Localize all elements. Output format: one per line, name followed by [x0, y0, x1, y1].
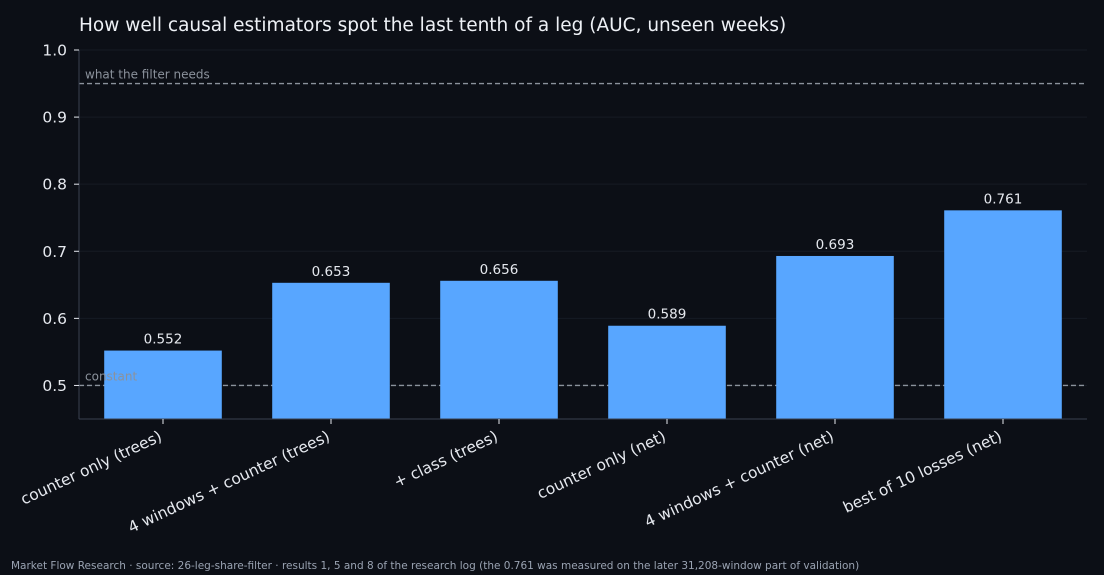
x-tick-label: + class (trees)	[391, 427, 501, 491]
y-tick-label: 0.9	[42, 109, 67, 127]
x-tick-label: best of 10 losses (net)	[840, 427, 1004, 516]
bar-value-label: 0.589	[648, 307, 687, 323]
reference-line-label: what the filter needs	[85, 68, 210, 82]
bar-value-label: 0.653	[312, 264, 351, 280]
bar-value-label: 0.693	[816, 237, 855, 253]
y-tick-label: 1.0	[42, 42, 67, 60]
y-tick-label: 0.7	[42, 243, 67, 261]
bars	[104, 210, 1062, 419]
x-tick-label: 4 windows + counter (net)	[642, 427, 837, 531]
bar	[944, 210, 1062, 419]
y-tick-label: 0.8	[42, 176, 67, 194]
y-tick-label: 0.6	[42, 310, 67, 328]
grid-lines	[79, 49, 1087, 386]
x-tick-label: counter only (trees)	[18, 427, 165, 508]
x-tick-label: counter only (net)	[534, 427, 668, 502]
bar	[104, 350, 222, 419]
bar	[272, 282, 390, 419]
chart-title: How well causal estimators spot the last…	[79, 15, 787, 36]
bar-value-label: 0.761	[984, 191, 1023, 207]
source-footnote: Market Flow Research · source: 26-leg-sh…	[11, 560, 860, 572]
bar	[440, 280, 558, 419]
axes	[74, 49, 1087, 424]
bar-value-label: 0.552	[144, 332, 183, 348]
bar	[608, 325, 726, 419]
y-tick-label: 0.5	[42, 377, 67, 395]
bar	[776, 255, 894, 419]
reference-line-label: constant	[85, 369, 137, 383]
bar-value-label: 0.656	[480, 262, 519, 278]
reference-lines	[79, 82, 1087, 387]
